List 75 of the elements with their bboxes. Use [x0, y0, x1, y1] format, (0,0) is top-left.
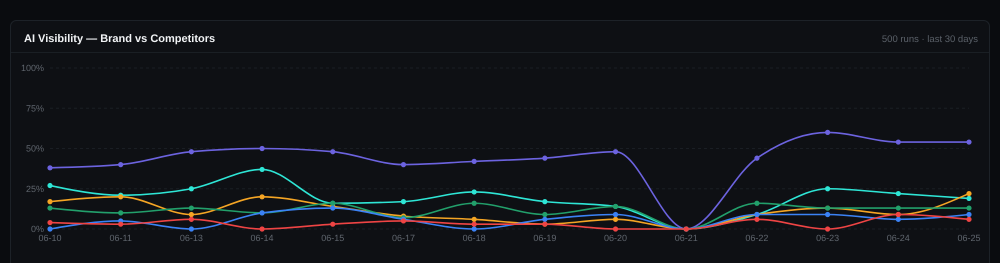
point: [188, 205, 194, 211]
point: [754, 200, 760, 206]
point: [825, 186, 830, 192]
point: [542, 212, 548, 218]
point: [542, 199, 548, 204]
point: [47, 165, 53, 170]
x-tick-label: 06-18: [462, 233, 486, 243]
point: [966, 216, 972, 222]
point: [896, 139, 901, 145]
chart-subtitle: 500 runs · last 30 days: [882, 34, 978, 45]
point: [612, 216, 618, 222]
point: [188, 226, 194, 232]
y-tick-label: 50%: [26, 144, 44, 154]
point: [118, 222, 124, 227]
y-tick-label: 25%: [26, 184, 44, 194]
x-tick-label: 06-15: [321, 233, 344, 243]
point: [188, 149, 194, 154]
point: [47, 199, 53, 204]
y-tick-label: 0%: [30, 224, 44, 234]
point: [542, 156, 548, 161]
x-tick-label: 06-11: [110, 233, 132, 243]
point: [47, 182, 53, 188]
x-tick-label: 06-25: [957, 233, 981, 243]
point: [966, 196, 972, 202]
x-tick-label: 06-19: [533, 233, 556, 243]
point: [966, 212, 972, 218]
point: [118, 210, 124, 216]
point: [188, 216, 194, 222]
y-tick-label: 75%: [26, 103, 44, 114]
point: [542, 216, 548, 222]
point: [259, 166, 265, 172]
point: [825, 212, 830, 218]
point: [330, 222, 336, 227]
point: [825, 226, 830, 232]
point: [472, 226, 477, 232]
point: [118, 162, 124, 168]
point: [47, 226, 53, 232]
chart-title: AI Visibility — Brand vs Competitors: [24, 33, 216, 45]
point: [472, 200, 477, 206]
point: [612, 226, 618, 232]
point: [472, 216, 477, 222]
point: [896, 205, 901, 211]
point: [472, 189, 477, 195]
point: [259, 194, 265, 200]
x-tick-label: 06-17: [392, 233, 415, 243]
point: [754, 156, 760, 161]
point: [330, 149, 336, 154]
y-tick-label: 100%: [20, 63, 44, 74]
point: [966, 190, 972, 196]
x-tick-label: 06-23: [816, 233, 840, 243]
x-tick-label: 06-13: [180, 233, 203, 243]
point: [188, 212, 194, 218]
point: [259, 146, 265, 152]
x-tick-label: 06-10: [38, 233, 62, 243]
point: [754, 216, 760, 222]
point: [966, 205, 972, 211]
point: [472, 222, 477, 227]
point: [612, 149, 618, 154]
point: [188, 186, 194, 192]
point: [47, 205, 53, 211]
point: [400, 199, 406, 204]
point: [966, 139, 972, 145]
point: [896, 190, 901, 196]
point: [825, 130, 830, 135]
point: [612, 212, 618, 218]
x-tick-label: 06-24: [886, 233, 910, 243]
x-tick-label: 06-20: [604, 233, 628, 243]
point: [896, 216, 901, 222]
x-tick-label: 06-22: [745, 233, 768, 243]
point: [259, 226, 265, 232]
point: [47, 220, 53, 226]
point: [472, 158, 477, 164]
x-tick-label: 06-21: [674, 233, 698, 243]
x-tick-label: 06-14: [250, 233, 274, 243]
point: [400, 162, 406, 168]
